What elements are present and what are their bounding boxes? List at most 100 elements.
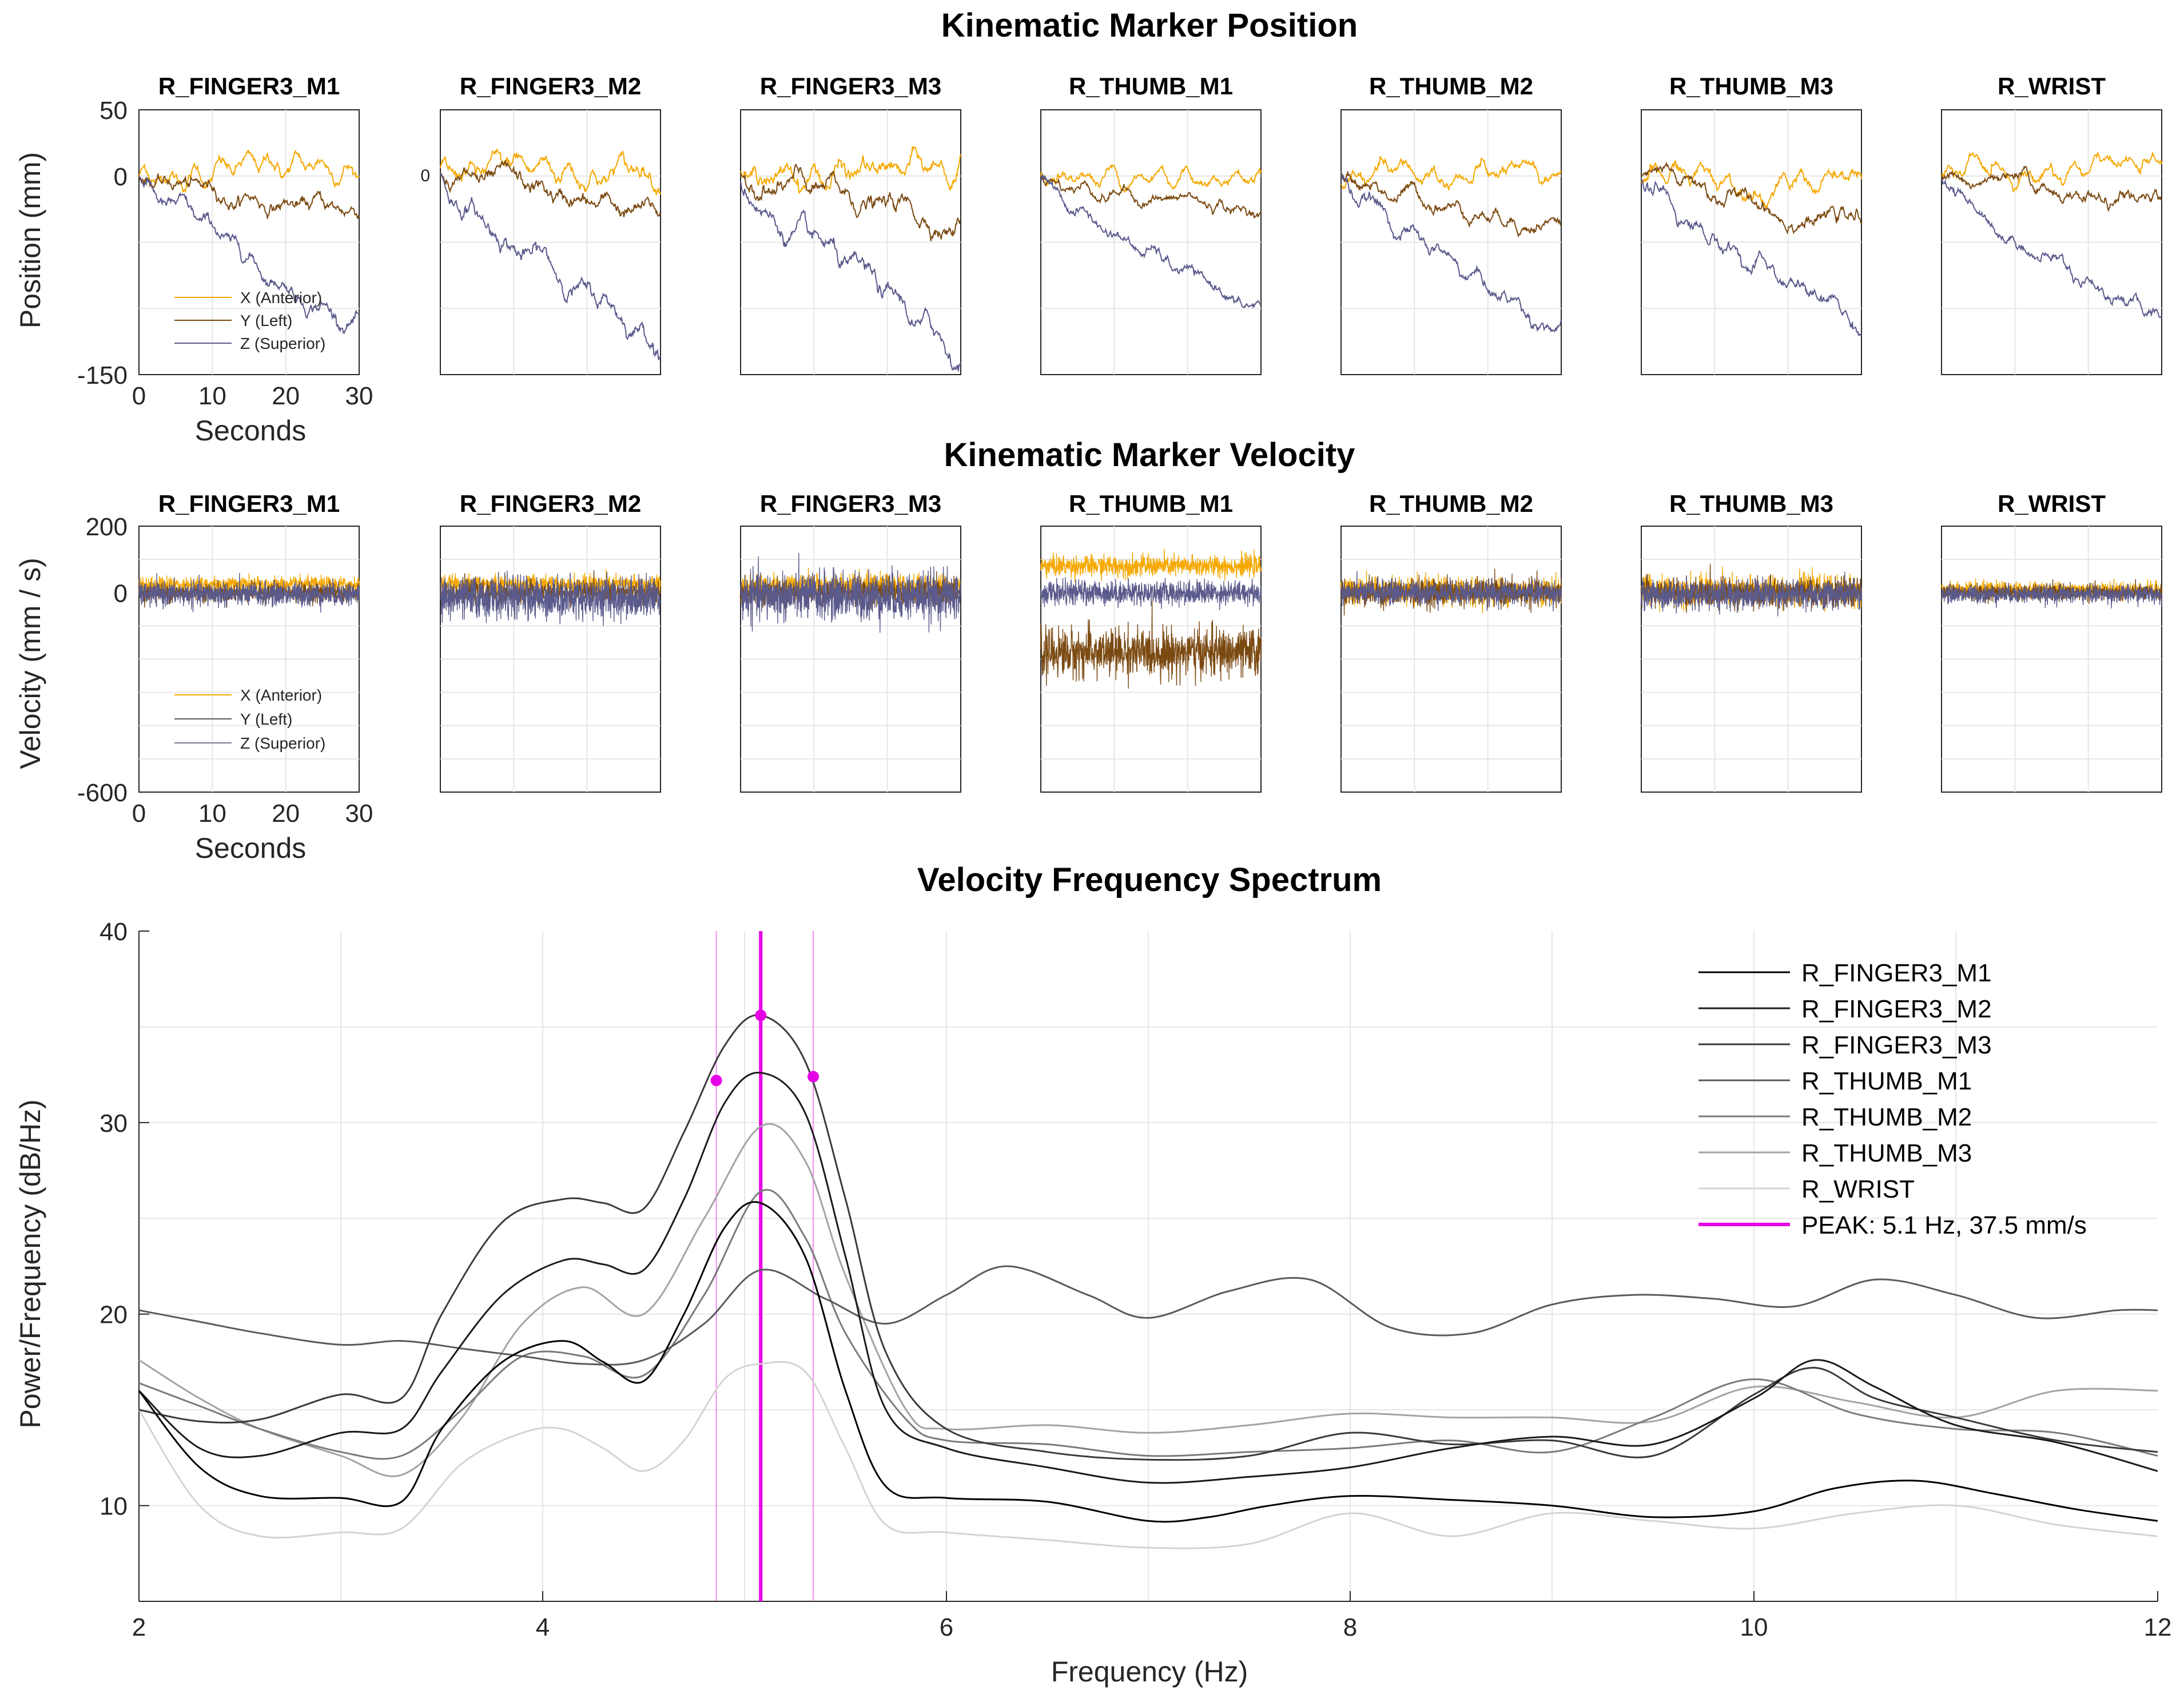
peak-point: [755, 1009, 767, 1021]
series-y: [1040, 601, 1262, 689]
velocity-legend-z: Z (Superior): [240, 734, 325, 752]
velocity-panel-r_wrist: R_WRIST: [1941, 490, 2162, 793]
spectrum-series-r_finger3_m3: [138, 1014, 2158, 1461]
legend-label: R_FINGER3_M2: [1801, 995, 1992, 1023]
series-z: [1340, 172, 1562, 333]
legend-label: R_FINGER3_M3: [1801, 1031, 1992, 1059]
spectrum-series-r_thumb_m3: [138, 1123, 2158, 1477]
series-y: [1941, 165, 2162, 213]
y-tick-label: 20: [100, 1301, 128, 1329]
series-z: [440, 570, 661, 626]
position-ylabel: Position (mm): [14, 152, 46, 328]
legend-label: R_FINGER3_M1: [1801, 959, 1992, 987]
panel-title: R_FINGER3_M1: [158, 490, 340, 517]
panel-title: R_THUMB_M2: [1369, 73, 1533, 100]
position-panel-r_wrist: R_WRIST: [1941, 73, 2162, 375]
spectrum-legend: R_FINGER3_M1 R_FINGER3_M2 R_FINGER3_M3 R_TH…: [1698, 959, 2087, 1239]
spectrum-series-r_thumb_m1: [138, 1265, 2158, 1366]
panel-title: R_THUMB_M2: [1369, 490, 1533, 517]
x-tick-label: 10: [1740, 1613, 1768, 1641]
y-tick-label: 200: [86, 513, 128, 541]
position-panel-r_finger3_m3: R_FINGER3_M3: [740, 73, 961, 375]
position-panel-r_thumb_m3: R_THUMB_M3: [1641, 73, 1862, 375]
velocity-ylabel: Velocity (mm / s): [14, 558, 46, 769]
series-z: [1040, 173, 1262, 309]
y-tick-label: 50: [100, 97, 128, 125]
y-tick-label: 10: [100, 1493, 128, 1521]
velocity-xlabel: Seconds: [195, 832, 307, 864]
x-tick-label: 10: [198, 382, 226, 410]
spectrum-ylabel: Power/Frequency (dB/Hz): [14, 1099, 46, 1428]
velocity-legend-y: Y (Left): [240, 710, 292, 728]
position-legend-y: Y (Left): [240, 312, 292, 329]
panel-title: R_THUMB_M1: [1069, 73, 1233, 100]
panel-title: R_FINGER3_M3: [760, 73, 941, 100]
y-tick-label: 0: [114, 579, 128, 607]
panel-title: R_FINGER3_M2: [460, 73, 641, 100]
series-z: [1340, 571, 1562, 611]
x-tick-label: 2: [132, 1613, 146, 1641]
spectrum-series-r_finger3_m2: [138, 1072, 2158, 1484]
velocity-panel-r_finger3_m3: R_FINGER3_M3: [740, 490, 961, 793]
spectrum-section-title: Velocity Frequency Spectrum: [917, 861, 1382, 898]
series-z: [138, 572, 360, 613]
position-zero-label-m2: 0: [420, 166, 430, 185]
series-z: [1641, 178, 1862, 337]
x-tick-label: 12: [2144, 1613, 2172, 1641]
series-y: [740, 163, 961, 241]
velocity-panel-r_thumb_m1: R_THUMB_M1: [1040, 490, 1262, 793]
series-y: [1040, 175, 1262, 218]
position-legend-z: Z (Superior): [240, 335, 325, 352]
legend-label: R_WRIST: [1801, 1175, 1915, 1203]
legend-label-peak: PEAK: 5.1 Hz, 37.5 mm/s: [1801, 1211, 2087, 1239]
series-x: [138, 149, 360, 193]
panel-title: R_FINGER3_M1: [158, 73, 340, 100]
legend-label: R_THUMB_M1: [1801, 1067, 1972, 1095]
series-y: [440, 160, 661, 217]
series-z: [740, 553, 961, 633]
velocity-legend-x: X (Anterior): [240, 686, 322, 704]
velocity-panel-r_thumb_m2: R_THUMB_M2: [1340, 490, 1562, 793]
spectrum-series-r_wrist: [138, 1361, 2158, 1549]
x-tick-label: 4: [536, 1613, 550, 1641]
y-tick-label: 40: [100, 918, 128, 946]
series-z: [1941, 582, 2162, 609]
peak-point: [710, 1075, 722, 1087]
series-x: [1941, 151, 2162, 193]
panel-title: R_THUMB_M3: [1669, 490, 1833, 517]
series-x: [1040, 164, 1262, 193]
y-tick-label: -150: [77, 361, 128, 389]
spectrum-series-r_thumb_m2: [138, 1189, 2158, 1460]
panel-title: R_THUMB_M3: [1669, 73, 1833, 100]
y-tick-label: 30: [100, 1110, 128, 1138]
series-y: [138, 173, 360, 219]
velocity-legend: X (Anterior) Y (Left) Z (Superior): [174, 686, 325, 752]
series-z: [1641, 571, 1862, 617]
y-tick-label: 0: [114, 163, 128, 191]
position-xlabel: Seconds: [195, 415, 307, 447]
series-z: [1040, 577, 1262, 611]
spectrum-xlabel: Frequency (Hz): [1051, 1656, 1248, 1688]
x-tick-label: 10: [198, 800, 226, 828]
x-tick-label: 20: [272, 382, 300, 410]
x-tick-label: 8: [1343, 1613, 1357, 1641]
velocity-panel-r_thumb_m3: R_THUMB_M3: [1641, 490, 1862, 793]
position-panel-r_finger3_m2: R_FINGER3_M2: [440, 73, 661, 375]
position-legend-x: X (Anterior): [240, 289, 322, 307]
peak-point: [807, 1071, 820, 1083]
series-z: [440, 172, 661, 361]
series-z: [740, 181, 961, 372]
velocity-section-title: Kinematic Marker Velocity: [944, 436, 1355, 474]
x-tick-label: 6: [940, 1613, 953, 1641]
velocity-panel-r_finger3_m2: R_FINGER3_M2: [440, 490, 661, 793]
series-x: [1040, 548, 1262, 583]
panel-title: R_FINGER3_M3: [760, 490, 941, 517]
panel-title: R_WRIST: [1998, 490, 2106, 517]
x-tick-label: 20: [272, 800, 300, 828]
y-tick-label: -600: [77, 779, 128, 807]
spectrum-series-r_finger3_m1: [138, 1201, 2158, 1523]
series-y: [1340, 171, 1562, 237]
